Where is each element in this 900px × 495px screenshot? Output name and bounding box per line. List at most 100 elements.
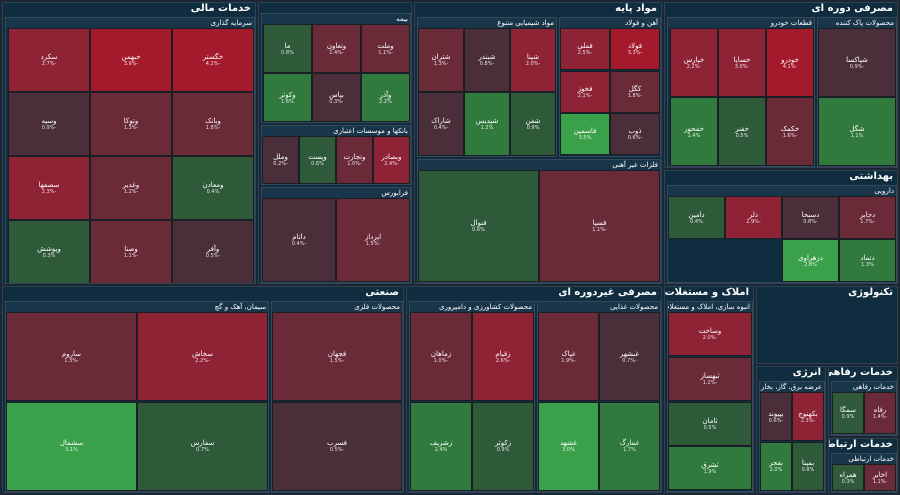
symbol-tile[interactable]: بکهنوج -2.3% <box>792 392 824 441</box>
symbol-tile[interactable]: شگل 1.1% <box>818 97 896 166</box>
symbol-tile[interactable]: رفاه -1.4% <box>864 392 896 434</box>
symbol-tile[interactable]: وتجارت -1.0% <box>336 136 373 184</box>
symbol-tile[interactable]: وسپه -0.9% <box>8 92 90 156</box>
symbol-tile[interactable]: شتران -1.3% <box>418 28 464 92</box>
symbol-tile[interactable]: اخابر -1.1% <box>864 464 896 491</box>
industry-block[interactable]: قطعات خودرو خودرو -4.1% خساپا -3.0% خپارس -2.2… <box>667 17 815 167</box>
symbol-tile[interactable]: شفن 0.9% <box>510 92 556 156</box>
symbol-tile[interactable]: وکوثر 1.6% <box>263 73 312 122</box>
symbol-tile[interactable]: دتماد 1.3% <box>839 239 896 282</box>
symbol-tile[interactable]: فجهان -1.5% <box>272 312 402 401</box>
industry-block[interactable]: عرضه برق، گاز، بخار و آب گرمبکهنوج-2.3%ب… <box>759 381 825 492</box>
symbol-tile[interactable]: بفجر 2.0% <box>760 441 792 491</box>
symbol-tile[interactable]: فسپا -1.1% <box>539 170 660 282</box>
symbol-tile[interactable]: زقیام -2.6% <box>472 312 534 401</box>
industry-block[interactable]: فرابورس اپرداز -1.5% داتام -0.4% <box>261 187 411 283</box>
industry-block[interactable]: انبوه سازی، املاک و مستغلات وساخت -2.0% ثبه… <box>667 301 753 492</box>
symbol-tile[interactable]: وپست 0.6% <box>299 136 336 184</box>
symbol-tile[interactable]: ساروم -1.3% <box>6 312 137 401</box>
symbol-tile[interactable]: ذوب -0.6% <box>610 113 660 156</box>
symbol-tile[interactable]: فولاد -3.3% <box>610 28 660 70</box>
symbol-tile[interactable]: وصنا -1.1% <box>90 220 172 283</box>
symbol-tile[interactable]: شپاکسا -0.9% <box>818 28 896 97</box>
symbol-tile[interactable]: فملی -2.5% <box>560 28 610 70</box>
industry-block[interactable]: سرمایه گذاری خگستر -4.2% خبهمن -3.9% سکرد -2.7… <box>5 17 255 283</box>
symbol-tile[interactable]: زماهان -1.0% <box>410 312 472 401</box>
symbol-tile[interactable]: دسبحا -0.8% <box>782 196 839 239</box>
symbol-tile[interactable]: وملت -1.1% <box>361 24 410 73</box>
symbol-tile[interactable]: فخوز -2.1% <box>560 70 610 113</box>
industry-block[interactable]: آهن و فولاد فولاد -3.3% فملی -2.5% کگل -1.8% فخ… <box>559 17 661 157</box>
symbol-tile[interactable]: دجابر -1.7% <box>839 196 896 239</box>
symbol-tile[interactable]: وغدیر -1.2% <box>90 156 172 220</box>
symbol-tile[interactable]: غشهد 3.0% <box>538 401 599 491</box>
symbol-tile[interactable]: کگل -1.8% <box>610 70 660 113</box>
symbol-tile[interactable]: خگستر -4.2% <box>172 28 254 92</box>
symbol-tile[interactable]: فسرب -0.5% <box>272 401 402 491</box>
symbol-tile[interactable]: وساخت -2.0% <box>668 312 752 356</box>
symbol-tile[interactable]: ثشرق 1.9% <box>668 446 752 491</box>
industry-block[interactable]: دارویی دجابر -1.7% دسبحا -0.8% دلر -2.9% دامین 0… <box>667 185 897 283</box>
industry-block[interactable]: خدمات ارتباطی اخابر -1.1% همراه 0.3% <box>831 453 897 492</box>
change-percent: -3.9% <box>123 61 139 67</box>
symbol-tile[interactable]: ما 0.8% <box>263 24 312 73</box>
symbol-tile[interactable]: شاراک -0.4% <box>418 92 464 156</box>
industry-block[interactable]: بانکها و موسسات اعتباری وبصادر -2.4% وتجارت… <box>261 125 411 185</box>
symbol-tile[interactable]: غپاک -1.9% <box>538 312 599 401</box>
symbol-tile[interactable]: سصفها -2.3% <box>8 156 90 220</box>
symbol-tile[interactable]: وتعاون -1.4% <box>312 24 361 73</box>
industry-block[interactable]: سیمان، آهک و گچ سخاش -2.2% ساروم -1.3% سفارس 0… <box>5 301 269 492</box>
symbol-tile[interactable]: خودرو -4.1% <box>766 28 814 97</box>
symbol-tile[interactable]: غبشهر -0.7% <box>599 312 660 401</box>
industry-block[interactable]: محصولات غذایی غبشهر -0.7% غپاک -1.9% غمارگ 1.7… <box>537 301 661 492</box>
industry-block[interactable]: محصولات کشاورزی و دامپروری زقیام -2.6% زماه… <box>409 301 535 492</box>
symbol-tile[interactable]: وبانک -1.8% <box>172 92 254 156</box>
symbol-tile[interactable]: دلر -2.9% <box>725 196 782 239</box>
symbol-tile[interactable]: وآفر -0.5% <box>172 220 254 283</box>
industry-block[interactable]: مواد شیمیایی متنوع شپنا -2.0% شبندر -0.8% شتر… <box>417 17 557 157</box>
symbol-tile[interactable]: وآذر 2.2% <box>361 73 410 122</box>
symbol-tile[interactable]: ثبهساز -1.2% <box>668 356 752 401</box>
symbol-tile[interactable]: وپوشش 0.3% <box>8 220 90 283</box>
symbol-tile[interactable]: فنوال 0.6% <box>418 170 539 282</box>
symbol-tile[interactable]: غمارگ 1.7% <box>599 401 660 491</box>
industry-block[interactable]: فلزات غیر آهنی فسپا -1.1% فنوال 0.6% <box>417 159 661 283</box>
symbol-tile[interactable]: سمگا 0.9% <box>832 392 864 434</box>
symbol-tile[interactable]: دامین 0.4% <box>668 196 725 239</box>
symbol-tile[interactable]: فاسمین 3.5% <box>560 113 610 156</box>
symbol-tile[interactable]: بمپنا 0.8% <box>792 441 824 491</box>
symbol-tile[interactable]: ومعادن 0.4% <box>172 156 254 220</box>
symbol-tile[interactable]: زکوثر 0.9% <box>472 401 534 491</box>
symbol-tile[interactable]: شبندر -0.8% <box>464 28 510 92</box>
symbol-label: سخاش <box>191 349 214 358</box>
industry-block[interactable]: خدمات رفاهی رفاه -1.4% سمگا 0.9% <box>831 381 897 435</box>
industry-block[interactable]: محصولات فلزی فجهان -1.5% فسرب -0.5% <box>271 301 403 492</box>
symbol-tile[interactable]: وتوکا -1.3% <box>90 92 172 156</box>
symbol-tile[interactable]: خمحور 1.4% <box>670 97 718 166</box>
symbol-tile[interactable]: سخاش -2.2% <box>137 312 268 401</box>
symbol-tile[interactable]: وبصادر -2.4% <box>373 136 410 184</box>
symbol-tile[interactable]: شپنا -2.0% <box>510 28 556 92</box>
symbol-tile[interactable]: ثامان 0.5% <box>668 401 752 446</box>
symbol-tile[interactable]: خپارس -2.2% <box>670 28 718 97</box>
symbol-tile[interactable]: خفنر 0.5% <box>718 97 766 166</box>
symbol-tile[interactable]: زشریف 2.4% <box>410 401 472 491</box>
industry-block[interactable]: محصولات پاک کننده شپاکسا -0.9% شگل 1.1% <box>817 17 897 167</box>
symbol-tile[interactable]: دزهراوی 2.8% <box>782 239 839 282</box>
symbol-tile[interactable]: خکمک -1.6% <box>766 97 814 166</box>
symbol-tile[interactable]: بپاس -0.3% <box>312 73 361 122</box>
symbol-tile[interactable]: سکرد -2.7% <box>8 28 90 92</box>
industry-block[interactable]: بیمه وملت -1.1% وتعاون -1.4% ما 0.8% وآذر 2.2% بپ… <box>261 13 411 123</box>
symbol-tile[interactable]: شپدیس 1.2% <box>464 92 510 156</box>
symbol-tile[interactable]: سشمال 3.1% <box>6 401 137 491</box>
symbol-tile[interactable]: خساپا -3.0% <box>718 28 766 97</box>
symbol-tile[interactable]: بپیوند -0.6% <box>760 392 792 441</box>
industry-title: محصولات فلزی <box>272 302 402 312</box>
symbol-tile[interactable]: سفارس 0.7% <box>137 401 268 491</box>
symbol-tile[interactable]: وملل -0.2% <box>262 136 299 184</box>
symbol-tile[interactable]: همراه 0.3% <box>832 464 864 491</box>
sector-title: خدمات ارتباطی <box>829 439 893 450</box>
symbol-tile[interactable]: اپرداز -1.5% <box>336 198 410 282</box>
symbol-tile[interactable]: داتام -0.4% <box>262 198 336 282</box>
symbol-tile[interactable]: خبهمن -3.9% <box>90 28 172 92</box>
